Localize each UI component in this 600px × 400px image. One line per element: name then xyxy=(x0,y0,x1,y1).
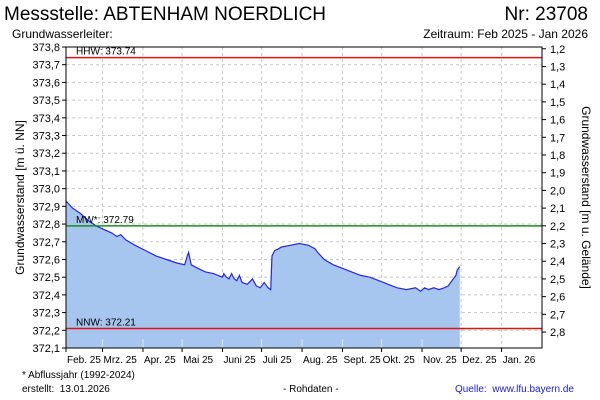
x-tick-label: Feb. 25 xyxy=(67,355,101,366)
y-tick-label: 372,5 xyxy=(32,272,60,284)
x-tick-label: Mrz. 25 xyxy=(104,355,138,366)
y2-tick-label: 2,4 xyxy=(550,256,565,268)
y-axis-title: Grundwasserstand [m ü. NN] xyxy=(13,120,27,275)
reference-label: NNW: 372.21 xyxy=(76,318,136,329)
y-tick-label: 372,1 xyxy=(32,343,60,355)
y-tick-label: 373,6 xyxy=(32,77,60,89)
reference-label: HHW: 373.74 xyxy=(76,47,136,58)
y2-tick-label: 2,8 xyxy=(550,327,565,339)
chart-title: Messstelle: ABTENHAM NOERDLICH xyxy=(4,4,327,25)
y2-tick-label: 2,5 xyxy=(550,274,565,286)
created-label: erstellt: xyxy=(22,384,55,395)
y-tick-label: 373,4 xyxy=(32,113,60,125)
y-tick-label: 372,4 xyxy=(32,290,60,302)
source: Quelle: www.lfu.bayern.de xyxy=(455,384,574,395)
y2-tick-label: 2,7 xyxy=(550,309,565,321)
y2-tick-label: 1,2 xyxy=(550,44,565,56)
reference-label: MW*: 372.79 xyxy=(76,215,134,226)
series-area xyxy=(66,201,460,348)
y2-tick-label: 2,3 xyxy=(550,239,565,251)
y2-tick-label: 1,3 xyxy=(550,61,565,73)
y2-axis-title: Grundwasserstand [m u. Gelände] xyxy=(579,106,593,289)
plot-frame xyxy=(65,46,543,349)
y2-tick-label: 1,4 xyxy=(550,79,565,91)
y-tick-label: 373,0 xyxy=(32,184,60,196)
x-tick-label: Okt. 25 xyxy=(383,355,416,366)
y2-tick-label: 2,2 xyxy=(550,221,565,233)
source-link[interactable]: www.lfu.bayern.de xyxy=(492,384,574,395)
y2-tick-label: 1,7 xyxy=(550,132,565,144)
y-tick-label: 373,8 xyxy=(32,42,60,54)
x-tick-label: Mai 25 xyxy=(183,355,213,366)
x-tick-label: Jan. 26 xyxy=(503,355,536,366)
period-label: Zeitraum: Feb 2025 - Jan 2026 xyxy=(423,27,588,41)
y-tick-label: 372,2 xyxy=(32,325,60,337)
y-tick-label: 372,9 xyxy=(32,201,60,213)
station-number: Nr: 23708 xyxy=(504,4,588,25)
y2-tick-label: 1,5 xyxy=(550,97,565,109)
y-tick-label: 372,7 xyxy=(32,237,60,249)
y2-tick-label: 2,1 xyxy=(550,203,565,215)
x-tick-label: Aug. 25 xyxy=(303,355,338,366)
source-label: Quelle: xyxy=(455,384,487,395)
y-tick-label: 373,1 xyxy=(32,166,60,178)
y-tick-label: 373,5 xyxy=(32,95,60,107)
x-tick-label: Dez. 25 xyxy=(462,355,497,366)
created-date: erstellt: 13.01.2026 xyxy=(22,384,110,395)
y-tick-label: 373,7 xyxy=(32,60,60,72)
y-tick-label: 372,6 xyxy=(32,254,60,266)
y2-tick-label: 1,6 xyxy=(550,115,565,127)
created-value: 13.01.2026 xyxy=(59,384,110,395)
x-tick-label: Apr. 25 xyxy=(144,355,176,366)
y-tick-label: 373,2 xyxy=(32,148,60,160)
y-tick-label: 372,8 xyxy=(32,219,60,231)
raw-data-label: - Rohdaten - xyxy=(283,384,339,395)
series-line xyxy=(65,200,461,293)
y2-tick-label: 2,0 xyxy=(550,185,565,197)
aquifer-label: Grundwasserleiter: xyxy=(12,27,113,41)
y-tick-label: 372,3 xyxy=(32,308,60,320)
y2-tick-label: 2,6 xyxy=(550,292,565,304)
footnote: * Abflussjahr (1992-2024) xyxy=(22,370,135,381)
y2-tick-label: 1,9 xyxy=(550,168,565,180)
x-tick-label: Juni 25 xyxy=(223,355,256,366)
x-tick-label: Nov. 25 xyxy=(423,355,457,366)
y2-tick-label: 1,8 xyxy=(550,150,565,162)
x-tick-label: Sept. 25 xyxy=(343,355,381,366)
y-tick-label: 373,3 xyxy=(32,131,60,143)
x-tick-label: Juli 25 xyxy=(263,355,292,366)
